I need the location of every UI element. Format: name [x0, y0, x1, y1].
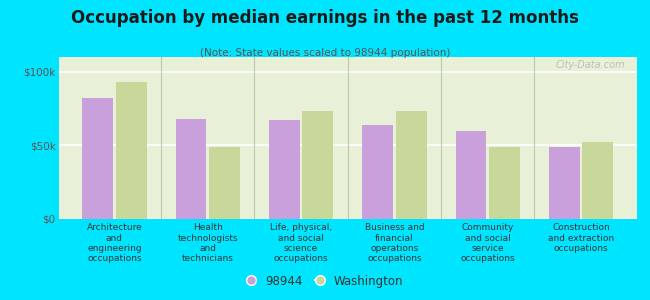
Bar	[549, 147, 580, 219]
Bar	[269, 120, 300, 219]
Text: City-Data.com: City-Data.com	[556, 60, 625, 70]
Text: (Note: State values scaled to 98944 population): (Note: State values scaled to 98944 popu…	[200, 48, 450, 58]
Bar	[456, 130, 486, 219]
Bar	[302, 112, 333, 219]
Bar	[396, 112, 426, 219]
Bar	[83, 98, 113, 219]
Bar	[582, 142, 613, 219]
Bar	[489, 147, 520, 219]
Bar	[116, 82, 147, 219]
Bar	[362, 125, 393, 219]
Bar	[176, 119, 207, 219]
Legend: 98944, Washington: 98944, Washington	[243, 271, 407, 291]
Text: Occupation by median earnings in the past 12 months: Occupation by median earnings in the pas…	[71, 9, 579, 27]
Bar	[209, 147, 240, 219]
